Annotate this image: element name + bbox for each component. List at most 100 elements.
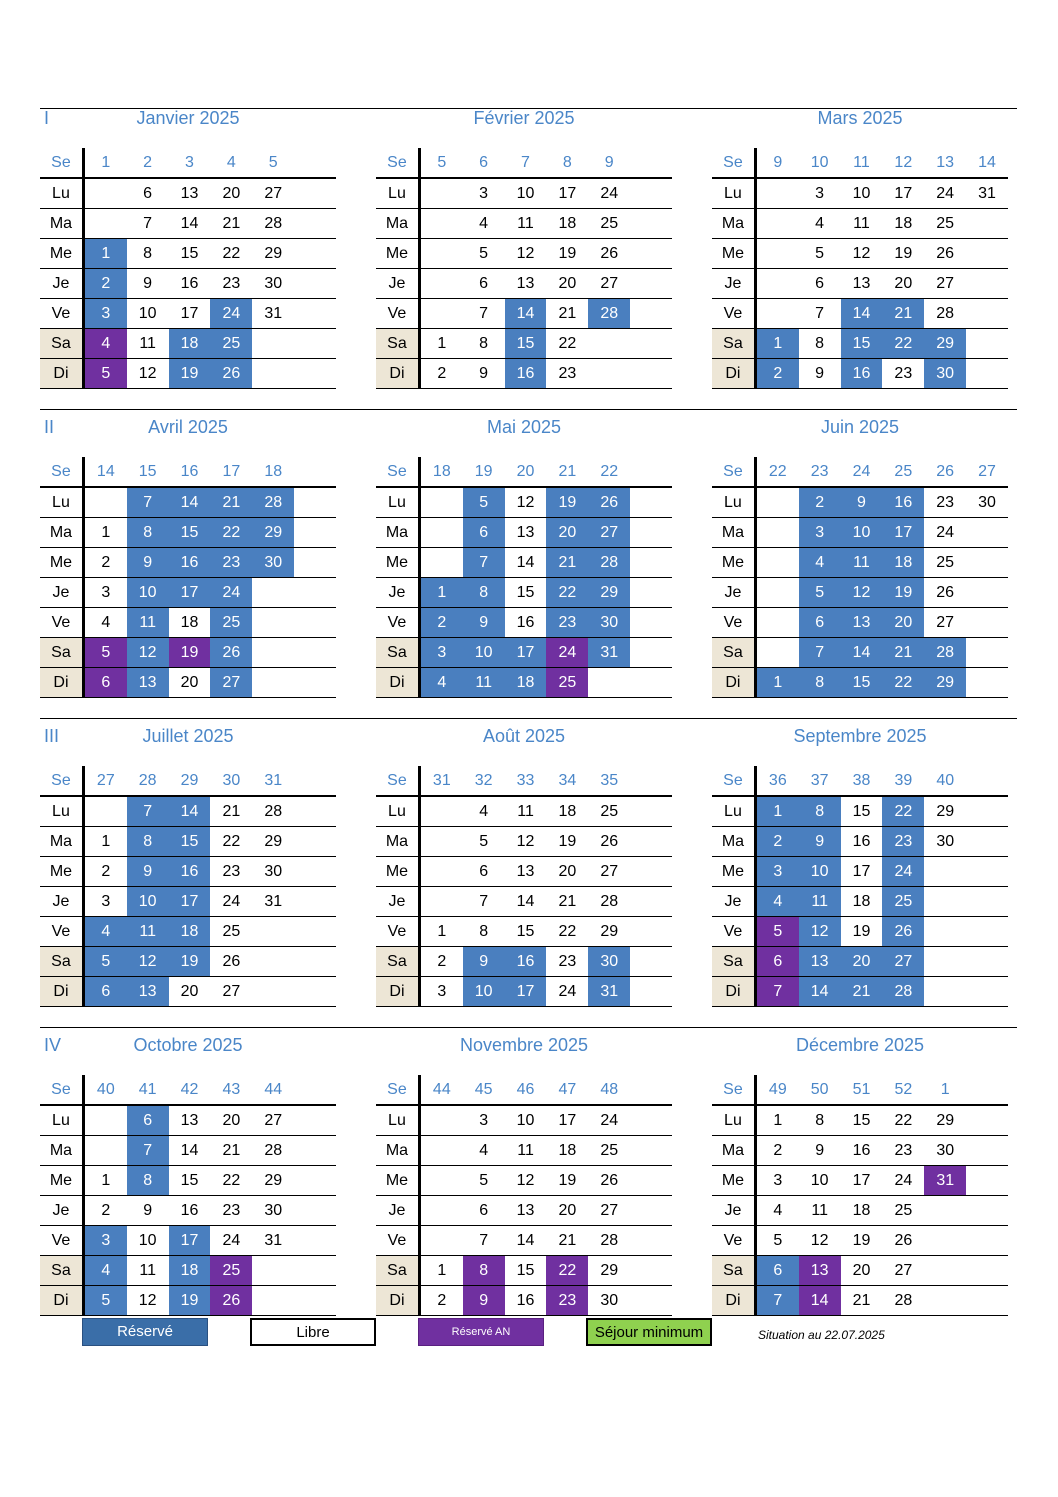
week-header-label: Se <box>40 1075 85 1106</box>
week-number: 10 <box>798 148 841 179</box>
day-cell-reserved-an: 31 <box>924 1165 967 1196</box>
day-name: Ma <box>712 826 757 857</box>
day-cell-reserved: 25 <box>210 607 253 638</box>
day-cell <box>252 667 295 698</box>
week-number: 32 <box>462 766 505 797</box>
day-row: Ve 2 9 16 23 30 <box>376 607 672 638</box>
legend-libre: Libre <box>250 1318 376 1346</box>
day-cell-reserved: 4 <box>83 916 127 947</box>
day-cell-reserved: 30 <box>588 946 631 977</box>
day-name: Ma <box>712 208 757 239</box>
day-cell: 8 <box>798 328 841 359</box>
day-cell-reserved: 8 <box>798 667 841 698</box>
month-grid: Se 27 28 29 30 31 Lu 7 14 21 28 Ma 1 8 15 22 29 Me 2 9 16 23 3… <box>40 766 336 1007</box>
week-number: 40 <box>83 1075 127 1106</box>
day-cell <box>755 298 799 329</box>
day-cell <box>294 946 336 977</box>
week-number: 47 <box>546 1075 589 1106</box>
day-row: Di 6 13 20 27 <box>40 976 336 1007</box>
day-cell: 17 <box>168 298 211 329</box>
day-cell-reserved: 29 <box>588 577 631 608</box>
day-cell: 14 <box>168 208 211 239</box>
day-cell <box>755 637 799 668</box>
day-cell: 10 <box>504 1105 547 1136</box>
day-cell-reserved: 7 <box>126 1135 169 1166</box>
day-row: Lu 2 9 16 23 30 <box>712 487 1008 518</box>
day-cell: 23 <box>210 1195 253 1226</box>
day-cell: 25 <box>588 208 631 239</box>
day-cell: 25 <box>882 1195 925 1226</box>
day-cell: 21 <box>210 796 253 827</box>
day-cell <box>966 268 1008 299</box>
month-grid: Se 22 23 24 25 26 27 Lu 2 9 16 23 30 Ma 3 10 17 24 Me 4 11 18… <box>712 457 1008 698</box>
week-header-row: Se 9 10 11 12 13 14 <box>712 148 1008 179</box>
day-cell-reserved: 2 <box>755 826 799 857</box>
day-cell <box>252 637 295 668</box>
week-number: 12 <box>882 148 925 179</box>
day-cell-reserved: 20 <box>882 607 925 638</box>
day-cell: 1 <box>755 1105 799 1136</box>
day-cell-reserved: 12 <box>840 577 883 608</box>
day-cell: 8 <box>462 916 505 947</box>
day-cell-reserved: 24 <box>210 577 253 608</box>
week-number: 11 <box>840 148 883 179</box>
day-cell <box>252 328 295 359</box>
day-row: Sa 2 9 16 23 30 <box>376 946 672 977</box>
day-cell <box>252 976 295 1007</box>
day-cell-reserved: 21 <box>882 298 925 329</box>
day-cell: 19 <box>840 916 883 947</box>
day-cell-reserved: 3 <box>798 517 841 548</box>
day-cell: 30 <box>252 1195 295 1226</box>
day-cell: 30 <box>252 268 295 299</box>
day-cell <box>294 208 336 239</box>
day-cell: 30 <box>588 1285 631 1316</box>
day-row: Ve 6 13 20 27 <box>712 607 1008 638</box>
day-cell: 19 <box>546 1165 589 1196</box>
day-row: Lu 5 12 19 26 <box>376 487 672 518</box>
day-cell: 25 <box>588 1135 631 1166</box>
day-name: Ma <box>40 826 85 857</box>
day-name: Lu <box>376 796 421 827</box>
day-cell-reserved: 8 <box>126 517 169 548</box>
day-name: Di <box>376 976 421 1007</box>
day-row: Je 6 13 20 27 <box>376 268 672 299</box>
week-number: 25 <box>882 457 925 488</box>
day-name: Je <box>40 1195 85 1226</box>
month-title: Décembre 2025 <box>795 1035 925 1055</box>
day-name: Me <box>712 1165 757 1196</box>
day-cell: 17 <box>882 178 925 209</box>
day-row: Ma 4 11 18 25 <box>376 208 672 239</box>
day-cell: 10 <box>798 1165 841 1196</box>
week-header-row: Se 18 19 20 21 22 <box>376 457 672 488</box>
day-name: Me <box>40 547 85 578</box>
week-number: 42 <box>168 1075 211 1106</box>
day-row: Ma 4 11 18 25 <box>712 208 1008 239</box>
day-cell: 23 <box>924 487 967 518</box>
day-cell-reserved-an: 14 <box>798 1285 841 1316</box>
day-cell: 28 <box>588 886 631 917</box>
day-cell: 13 <box>168 178 211 209</box>
day-cell <box>294 1195 336 1226</box>
week-number <box>294 1075 336 1106</box>
day-cell <box>83 487 127 518</box>
day-cell-reserved: 14 <box>168 487 211 518</box>
day-name: Lu <box>712 796 757 827</box>
day-cell <box>630 1255 672 1286</box>
day-cell: 5 <box>462 238 505 269</box>
day-cell <box>755 238 799 269</box>
week-header-row: Se 49 50 51 52 1 <box>712 1075 1008 1106</box>
day-cell-reserved: 2 <box>419 607 463 638</box>
day-cell-reserved: 25 <box>882 886 925 917</box>
day-name: Di <box>40 667 85 698</box>
day-cell <box>294 1255 336 1286</box>
week-number: 31 <box>419 766 463 797</box>
day-cell: 28 <box>882 1285 925 1316</box>
day-row: Me 6 13 20 27 <box>376 856 672 887</box>
day-cell <box>966 667 1008 698</box>
day-cell-reserved: 30 <box>252 547 295 578</box>
day-row: Ve 7 14 21 28 <box>376 298 672 329</box>
week-number: 51 <box>840 1075 883 1106</box>
day-name: Di <box>712 976 757 1007</box>
day-row: Lu 7 14 21 28 <box>40 487 336 518</box>
day-cell-reserved: 16 <box>504 358 547 389</box>
